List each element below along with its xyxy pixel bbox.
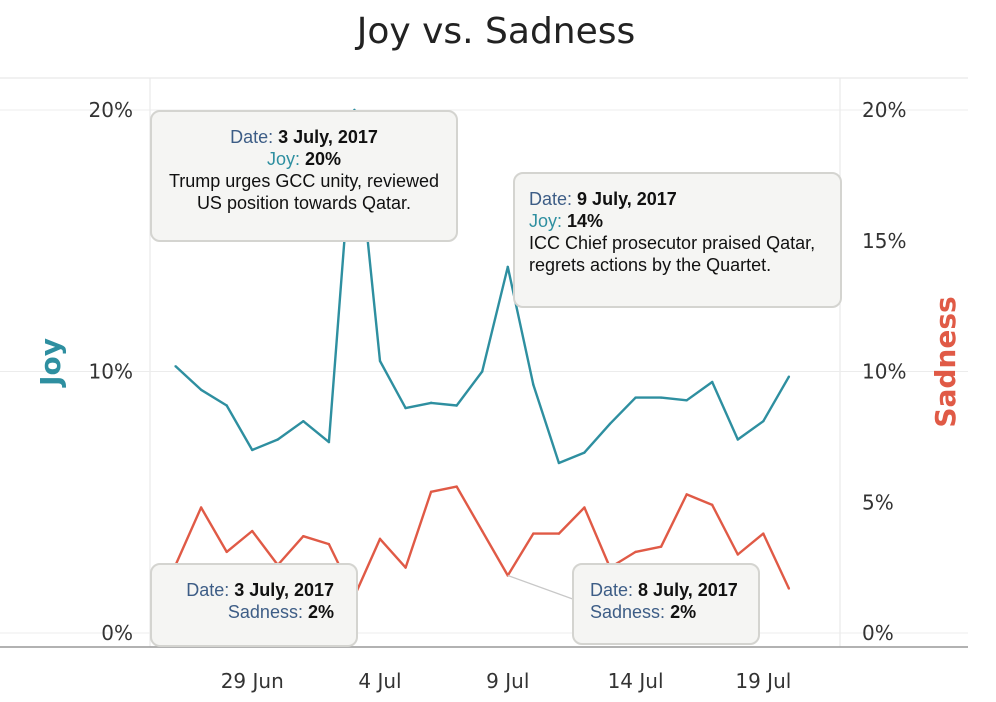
data-point-joy [481, 370, 484, 373]
left-tick-label: 0% [101, 621, 133, 645]
data-point-joy [557, 461, 561, 465]
left-axis-label: Joy [34, 338, 67, 388]
data-point-joy [404, 406, 407, 410]
annotation-sad-jul8: Date: 8 July, 2017 Sadness: 2% [572, 563, 760, 645]
data-point-joy [506, 265, 509, 269]
data-point-sadness [302, 535, 305, 538]
data-point-joy [608, 422, 612, 425]
annotation-date-value: 3 July, 2017 [234, 580, 334, 600]
left-axis-ticks: 0% 10% 20% [89, 98, 133, 645]
right-axis-label: Sadness [929, 296, 962, 427]
data-point-joy [736, 438, 739, 441]
annotation-note: ICC Chief prosecutor praised Qatar, regr… [529, 233, 816, 275]
data-point-joy [455, 404, 458, 407]
annotation-joy-jul9: Date: 9 July, 2017 Joy: 14% ICC Chief pr… [513, 172, 842, 308]
x-tick-label: 29 Jun [221, 669, 284, 693]
annotation-date-key: Date: [590, 580, 634, 600]
data-point-sadness [711, 503, 714, 507]
annotation-date-key: Date: [230, 127, 274, 147]
annotation-metric-value: 20% [305, 149, 342, 169]
right-tick-label: 5% [862, 490, 894, 514]
data-point-sadness [685, 493, 688, 496]
data-point-joy [634, 396, 637, 399]
data-point-joy [174, 365, 177, 368]
x-tick-label: 4 Jul [358, 669, 401, 693]
data-point-sadness [404, 566, 407, 569]
right-tick-label: 0% [862, 621, 894, 645]
data-point-joy [787, 375, 791, 378]
annotation-metric-value: 2% [670, 602, 697, 622]
data-point-sadness [225, 550, 228, 554]
annotation-date-value: 8 July, 2017 [638, 580, 738, 600]
annotation-metric-key: Joy: [266, 149, 300, 169]
annotation-metric-key: Sadness: [590, 602, 666, 622]
data-point-sadness [532, 532, 535, 535]
annotation-metric-value: 2% [307, 602, 334, 622]
left-tick-label: 10% [89, 360, 133, 384]
right-tick-label: 15% [862, 229, 906, 253]
x-axis-ticks: 29 Jun 4 Jul 9 Jul 14 Jul 19 Jul [221, 669, 792, 693]
data-point-sadness [429, 490, 433, 493]
annotation-date-value: 3 July, 2017 [278, 127, 378, 147]
data-point-joy [225, 404, 228, 407]
annotation-date-key: Date: [529, 189, 573, 209]
data-point-joy [378, 359, 382, 363]
annotation-date-key: Date: [186, 580, 230, 600]
x-tick-label: 14 Jul [608, 669, 664, 693]
data-point-sadness [736, 553, 739, 556]
chart-title: Joy vs. Sadness [355, 11, 636, 52]
data-point-sadness [455, 485, 458, 488]
data-point-joy [251, 448, 254, 452]
data-point-joy [276, 438, 279, 441]
data-point-sadness [787, 587, 791, 590]
data-point-joy [685, 399, 688, 402]
data-point-sadness [557, 532, 561, 535]
data-point-joy [429, 401, 433, 405]
data-point-joy [302, 419, 305, 423]
annotation-note: Trump urges GCC unity, reviewed US posit… [168, 171, 440, 213]
data-point-joy [762, 419, 765, 423]
annotation-metric-key: Joy: [529, 211, 563, 231]
data-point-sadness [199, 506, 203, 509]
data-point-sadness [583, 506, 586, 509]
x-tick-label: 9 Jul [486, 669, 529, 693]
annotation-joy-jul3: Date: 3 July, 2017 Joy: 20% Trump urges … [150, 110, 458, 242]
data-point-sadness [762, 532, 765, 535]
annotation-date-value: 9 July, 2017 [577, 189, 677, 209]
right-tick-label: 20% [862, 98, 906, 122]
data-point-sadness [634, 550, 637, 554]
annotation-metric-key: Sadness: [227, 602, 303, 622]
data-point-sadness [378, 537, 382, 541]
right-tick-label: 10% [862, 360, 906, 384]
x-tick-label: 19 Jul [735, 669, 791, 693]
data-point-joy [659, 396, 663, 399]
data-point-joy [583, 451, 586, 454]
data-point-joy [532, 383, 535, 386]
data-point-sadness [327, 542, 331, 546]
data-point-sadness [481, 529, 484, 533]
annotation-sad-jul3: Date: 3 July, 2017 Sadness: 2% [150, 563, 358, 647]
data-point-sadness [251, 529, 254, 533]
data-point-sadness [659, 545, 663, 548]
data-point-joy [327, 440, 331, 444]
data-point-joy [199, 388, 203, 392]
left-tick-label: 20% [89, 98, 133, 122]
annotation-metric-value: 14% [567, 211, 604, 231]
data-point-joy [711, 380, 714, 384]
right-axis-ticks: 0% 5% 10% 15% 20% [862, 98, 906, 645]
